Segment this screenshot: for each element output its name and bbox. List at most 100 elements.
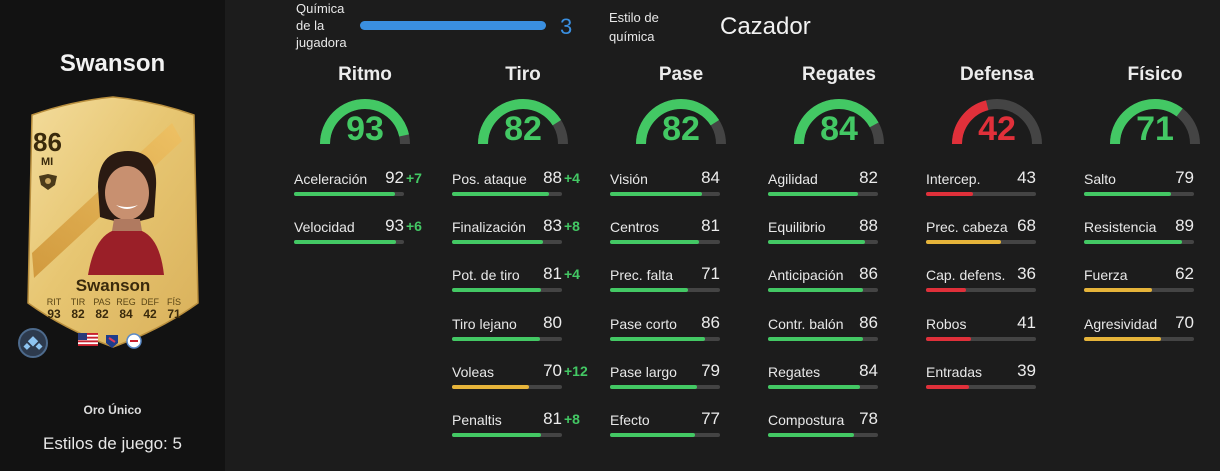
- stat-column-fisico: Físico 71 Salto 79 Resistencia 89 Fuerza 62 Agre…: [1080, 64, 1220, 341]
- sub-stat-label: Regates: [768, 364, 821, 380]
- sub-stat-value: 81: [543, 264, 562, 283]
- sub-stat-value: 39: [1017, 361, 1036, 380]
- sub-stat-value: 71: [701, 264, 720, 283]
- sub-stat-salto[interactable]: Salto 79: [1080, 168, 1220, 198]
- sub-stat-efecto[interactable]: Efecto 77: [606, 409, 756, 439]
- sub-stat-label: Tiro lejano: [452, 316, 517, 332]
- column-title: Regates: [802, 64, 876, 85]
- player-panel: Swanson 86 MI: [0, 0, 225, 471]
- card-rating: 86: [33, 127, 62, 157]
- sub-stat-pase-corto[interactable]: Pase corto 86: [606, 313, 756, 343]
- sub-stat-bar-fill: [610, 240, 700, 244]
- card-position: MI: [41, 156, 54, 168]
- sub-stat-bar: [610, 240, 720, 244]
- sub-stat-prec-cabeza[interactable]: Prec. cabeza 68: [922, 216, 1072, 246]
- sub-stat-equilibrio[interactable]: Equilibrio 88: [764, 216, 914, 246]
- sub-stat-anticipacion[interactable]: Anticipación 86: [764, 264, 914, 294]
- sub-stat-vision[interactable]: Visión 84: [606, 168, 756, 198]
- sub-stat-prec-falta[interactable]: Prec. falta 71: [606, 264, 756, 294]
- sub-stat-pos-ataque[interactable]: Pos. ataque 88 +4: [448, 168, 598, 198]
- chem-style-value[interactable]: Cazador: [720, 13, 811, 40]
- card-stat-label: PAS: [93, 297, 111, 307]
- sub-stat-aceleracion[interactable]: Aceleración 92 +7: [290, 168, 440, 198]
- sub-stat-bar: [1084, 240, 1194, 244]
- sub-stat-entradas[interactable]: Entradas 39: [922, 361, 1072, 391]
- sub-stat-bar-fill: [452, 192, 549, 196]
- sub-stat-bar: [452, 192, 562, 196]
- sub-stat-bar-fill: [294, 240, 397, 244]
- gauge-value: 82: [662, 110, 700, 148]
- sub-stat-fuerza[interactable]: Fuerza 62: [1080, 264, 1220, 294]
- sub-stat-intercep[interactable]: Intercep. 43: [922, 168, 1072, 198]
- gauge-arc: [320, 99, 410, 145]
- sub-stat-bar-fill: [610, 385, 697, 389]
- sub-stat-value: 88: [859, 216, 878, 235]
- sub-stat-cap-defens[interactable]: Cap. defens. 36: [922, 264, 1072, 294]
- sub-stat-boost: +4: [564, 266, 580, 282]
- sub-stat-value: 89: [1175, 216, 1194, 235]
- sub-stat-label: Agilidad: [768, 171, 818, 187]
- stat-column-tiro: Tiro 82 Pos. ataque 88 +4 Finalización 83 +8 Pot…: [448, 64, 598, 437]
- sub-stat-label: Resistencia: [1084, 219, 1157, 235]
- sub-stat-pot-de-tiro[interactable]: Pot. de tiro 81 +4: [448, 264, 598, 294]
- sub-stat-bar-fill: [294, 192, 396, 196]
- sub-stat-bar-fill: [926, 240, 1001, 244]
- sub-stat-value: 82: [859, 168, 878, 187]
- sub-stat-bar: [926, 288, 1036, 292]
- sub-stat-label: Agresividad: [1084, 316, 1158, 332]
- sub-stat-robos[interactable]: Robos 41: [922, 313, 1072, 343]
- playstyles-count[interactable]: Estilos de juego: 5: [43, 434, 182, 453]
- sub-stat-bar: [768, 288, 878, 292]
- sub-stat-agresividad[interactable]: Agresividad 70: [1080, 313, 1220, 343]
- sub-stat-bar: [610, 192, 720, 196]
- sub-stat-resistencia[interactable]: Resistencia 89: [1080, 216, 1220, 246]
- sub-stat-value: 86: [859, 264, 878, 283]
- sub-stat-compostura[interactable]: Compostura 78: [764, 409, 914, 439]
- sub-stat-bar: [610, 337, 720, 341]
- column-title: Defensa: [960, 64, 1034, 85]
- sub-stat-value: 79: [701, 361, 720, 380]
- gauge-arc: [1110, 99, 1200, 145]
- sub-stat-velocidad[interactable]: Velocidad 93 +6: [290, 216, 440, 246]
- sub-stat-bar-fill: [610, 288, 689, 292]
- sub-stat-bar: [1084, 288, 1194, 292]
- sub-stat-pase-largo[interactable]: Pase largo 79: [606, 361, 756, 391]
- league-icon: [106, 335, 118, 348]
- sub-stat-label: Visión: [610, 171, 648, 187]
- sub-stat-bar-fill: [452, 288, 542, 292]
- sub-stat-label: Finalización: [452, 219, 526, 235]
- column-title: Pase: [658, 64, 704, 85]
- card-player-name: Swanson: [75, 276, 151, 295]
- sub-stat-bar-fill: [452, 337, 540, 341]
- gauge-value: 42: [978, 110, 1016, 148]
- sub-stat-contr-balon[interactable]: Contr. balón 86: [764, 313, 914, 343]
- card-stat-value: 84: [119, 307, 133, 321]
- sub-stat-value: 43: [1017, 168, 1036, 187]
- sub-stat-finalizacion[interactable]: Finalización 83 +8: [448, 216, 598, 246]
- sub-stat-regates[interactable]: Regates 84: [764, 361, 914, 391]
- sub-stat-bar: [294, 240, 404, 244]
- chemistry-style-icon[interactable]: [18, 328, 48, 358]
- rating-gauge: 42: [947, 94, 1047, 154]
- sub-stat-penaltis[interactable]: Penaltis 81 +8: [448, 409, 598, 439]
- sub-stat-bar-fill: [1084, 192, 1171, 196]
- sub-stat-voleas[interactable]: Voleas 70 +12: [448, 361, 598, 391]
- sub-stat-label: Prec. falta: [610, 267, 674, 283]
- card-stat-value: 93: [47, 307, 61, 321]
- sub-stat-tiro-lejano[interactable]: Tiro lejano 80: [448, 313, 598, 343]
- sub-stat-value: 92: [385, 168, 404, 187]
- sub-stat-value: 81: [543, 409, 562, 428]
- sub-stat-bar-fill: [1084, 288, 1153, 292]
- sub-stat-bar: [294, 192, 404, 196]
- sub-stat-agilidad[interactable]: Agilidad 82: [764, 168, 914, 198]
- sub-stat-boost: +8: [564, 218, 580, 234]
- sub-stat-label: Entradas: [926, 364, 983, 380]
- sub-stat-value: 70: [543, 361, 562, 380]
- sub-stat-value: 84: [701, 168, 720, 187]
- team-badge-icon: [126, 333, 142, 349]
- sub-stat-label: Prec. cabeza: [926, 219, 1008, 235]
- player-card[interactable]: 86 MI Swanson RIT TIR PAS REG DEF FÍS 93…: [22, 93, 204, 353]
- sub-stat-bar: [768, 385, 878, 389]
- sub-stat-centros[interactable]: Centros 81: [606, 216, 756, 246]
- sub-stat-label: Fuerza: [1084, 267, 1128, 283]
